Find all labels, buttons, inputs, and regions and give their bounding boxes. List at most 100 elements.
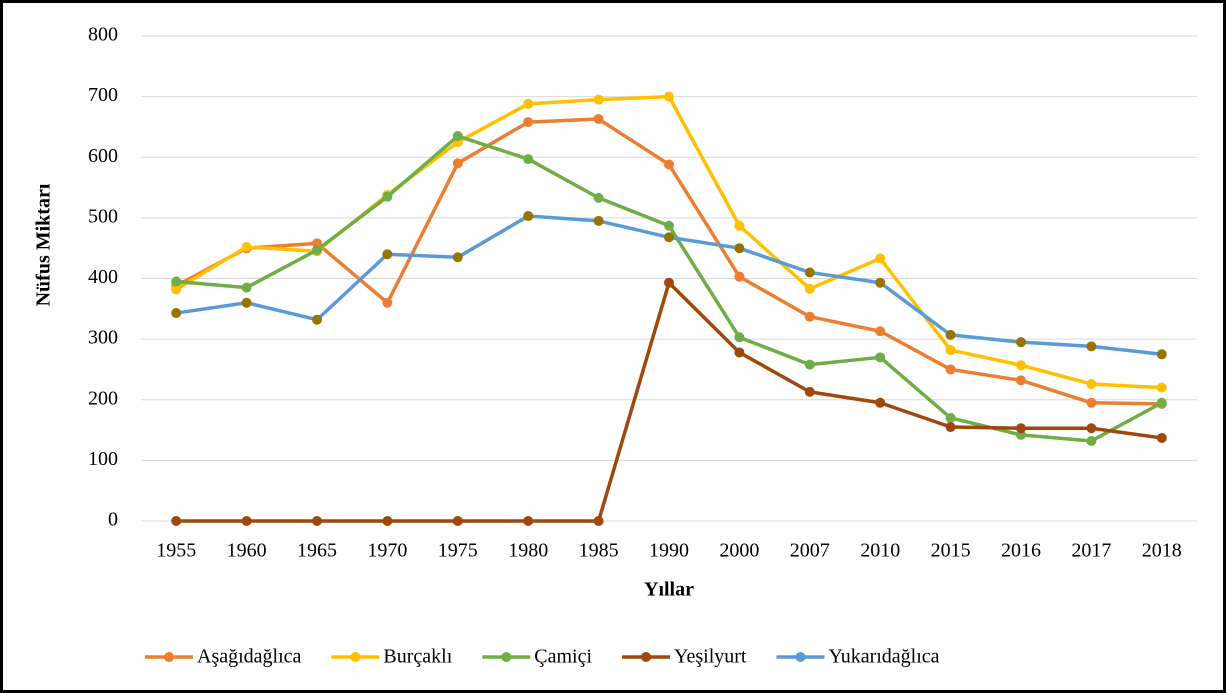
data-point xyxy=(1086,423,1097,434)
data-point xyxy=(171,284,182,295)
data-point xyxy=(664,232,674,243)
x-tick-label: 2007 xyxy=(790,540,830,562)
data-point xyxy=(1086,341,1097,352)
legend-marker xyxy=(501,652,512,662)
x-tick-label: 2017 xyxy=(1071,540,1111,562)
data-point xyxy=(312,245,322,256)
data-point xyxy=(1156,397,1167,408)
data-point xyxy=(945,345,956,356)
data-point xyxy=(875,277,886,288)
y-axis-label: Nüfus Miktarı xyxy=(33,183,55,306)
x-tick-label: 1985 xyxy=(579,540,619,562)
legend-marker xyxy=(795,652,806,662)
data-point xyxy=(804,359,815,370)
data-point xyxy=(452,252,463,263)
y-tick-label: 0 xyxy=(108,509,118,531)
data-point xyxy=(734,347,745,358)
data-point xyxy=(523,516,534,526)
data-point xyxy=(452,158,463,169)
data-point xyxy=(593,215,604,226)
legend-label: Aşağıdağlıca xyxy=(197,646,302,668)
data-point xyxy=(1086,397,1097,408)
data-point xyxy=(804,267,815,278)
x-tick-label: 1980 xyxy=(508,540,548,562)
data-point xyxy=(664,159,674,170)
data-point xyxy=(452,131,463,142)
y-tick-label: 800 xyxy=(88,24,118,46)
legend-label: Çamiçi xyxy=(534,646,592,668)
data-point xyxy=(945,412,956,423)
y-tick-label: 400 xyxy=(88,266,118,288)
data-point xyxy=(593,94,604,105)
data-point xyxy=(312,516,322,526)
data-point xyxy=(804,283,815,294)
data-point xyxy=(1016,423,1026,434)
data-point xyxy=(171,276,182,287)
data-point xyxy=(804,386,815,397)
data-point xyxy=(523,117,534,128)
x-tick-label: 1975 xyxy=(438,540,478,562)
data-point xyxy=(664,91,674,102)
x-tick-label: 1965 xyxy=(297,540,337,562)
data-point xyxy=(945,364,956,375)
data-point xyxy=(664,220,674,231)
legend-marker xyxy=(350,652,361,662)
data-point xyxy=(593,114,604,125)
data-point xyxy=(241,297,252,308)
y-tick-label: 100 xyxy=(88,448,118,470)
legend-marker xyxy=(164,652,174,662)
data-point xyxy=(875,326,886,337)
x-tick-label: 1990 xyxy=(649,540,689,562)
x-tick-label: 2016 xyxy=(1001,540,1041,562)
legend-label: Burçaklı xyxy=(383,646,452,668)
data-point xyxy=(241,516,252,526)
data-point xyxy=(312,314,322,325)
data-point xyxy=(1156,349,1167,360)
data-point xyxy=(804,311,815,322)
legend-label: Yeşilyurt xyxy=(674,646,747,668)
y-tick-label: 300 xyxy=(88,327,118,349)
x-tick-label: 2015 xyxy=(931,540,971,562)
data-point xyxy=(734,220,745,231)
data-point xyxy=(171,516,182,526)
data-point xyxy=(1156,432,1167,443)
data-point xyxy=(1086,378,1097,389)
data-point xyxy=(945,329,956,340)
data-point xyxy=(382,191,393,202)
data-point xyxy=(734,271,745,282)
x-tick-label: 1970 xyxy=(367,540,407,562)
data-point xyxy=(1016,375,1026,386)
x-tick-label: 1960 xyxy=(227,540,267,562)
data-point xyxy=(875,397,886,408)
data-point xyxy=(382,516,393,526)
data-point xyxy=(734,243,745,254)
data-point xyxy=(241,241,252,252)
x-tick-label: 1955 xyxy=(156,540,196,562)
data-point xyxy=(523,154,534,165)
data-point xyxy=(875,352,886,363)
y-tick-label: 500 xyxy=(88,205,118,227)
data-point xyxy=(945,422,956,433)
y-tick-label: 600 xyxy=(88,145,118,167)
data-point xyxy=(171,308,182,319)
data-point xyxy=(664,277,674,288)
data-point xyxy=(593,192,604,203)
data-point xyxy=(1016,337,1026,348)
data-point xyxy=(241,282,252,293)
data-point xyxy=(452,516,463,526)
data-point xyxy=(734,332,745,343)
data-point xyxy=(875,253,886,264)
legend-marker xyxy=(641,652,652,662)
y-tick-label: 700 xyxy=(88,84,118,106)
data-point xyxy=(1156,382,1167,393)
data-point xyxy=(523,211,534,222)
y-tick-label: 200 xyxy=(88,387,118,409)
data-point xyxy=(1086,435,1097,446)
data-point xyxy=(1016,360,1026,371)
data-point xyxy=(593,516,604,526)
data-point xyxy=(382,297,393,308)
x-tick-label: 2000 xyxy=(719,540,759,562)
data-point xyxy=(382,249,393,260)
x-tick-label: 2010 xyxy=(860,540,900,562)
